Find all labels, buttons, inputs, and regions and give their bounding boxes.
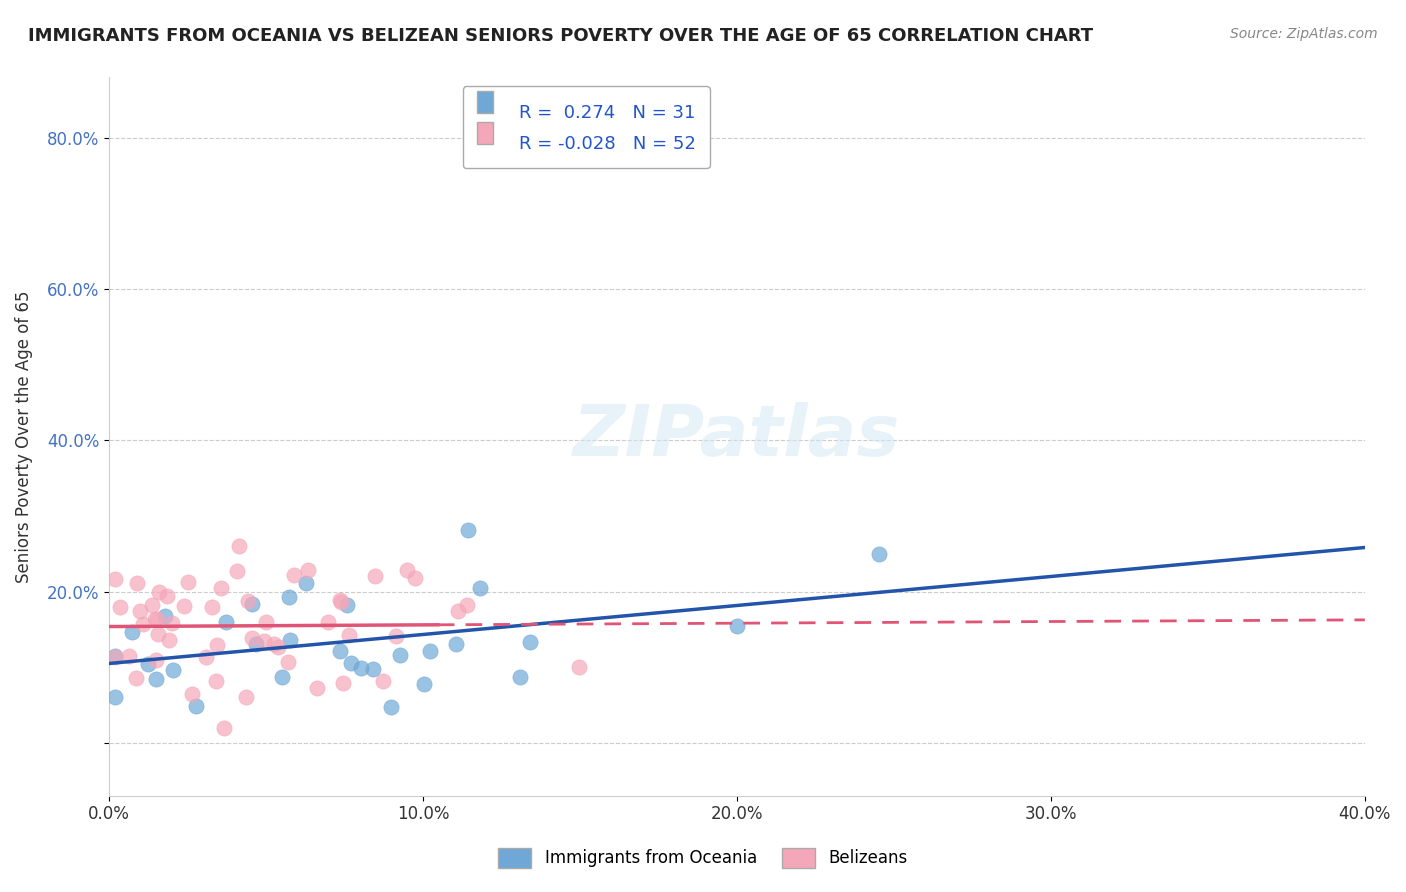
Point	[201, 599, 224, 614]
Point	[148, 585, 170, 599]
Point	[336, 598, 359, 612]
Point	[396, 563, 419, 577]
Point	[278, 590, 301, 604]
Point	[162, 663, 184, 677]
Point	[245, 637, 267, 651]
Point	[180, 687, 202, 701]
Point	[228, 539, 250, 553]
Point	[263, 637, 285, 651]
Point	[184, 698, 207, 713]
Point	[380, 699, 402, 714]
Point	[329, 595, 352, 609]
Point	[125, 671, 148, 685]
Point	[456, 599, 478, 613]
Point	[297, 563, 319, 577]
Point	[519, 635, 541, 649]
Point	[157, 633, 180, 648]
Point	[207, 638, 229, 652]
Point	[337, 628, 360, 642]
Point	[568, 659, 591, 673]
Point	[254, 615, 277, 629]
Point	[204, 674, 226, 689]
Legend: R =  0.274   N = 31, R = -0.028   N = 52: R = 0.274 N = 31, R = -0.028 N = 52	[463, 87, 710, 169]
Point	[141, 598, 163, 612]
Point	[373, 674, 395, 689]
Point	[173, 599, 195, 614]
Point	[104, 690, 127, 704]
Point	[283, 568, 305, 582]
Point	[240, 632, 263, 646]
Point	[226, 564, 249, 578]
Point	[240, 598, 263, 612]
Point	[419, 644, 441, 658]
Point	[294, 576, 316, 591]
Legend: Immigrants from Oceania, Belizeans: Immigrants from Oceania, Belizeans	[492, 841, 914, 875]
Point	[160, 616, 183, 631]
Y-axis label: Seniors Poverty Over the Age of 65: Seniors Poverty Over the Age of 65	[15, 291, 32, 582]
Point	[363, 568, 385, 582]
Point	[457, 523, 479, 537]
Point	[117, 648, 139, 663]
Point	[143, 612, 166, 626]
Point	[235, 690, 257, 705]
Point	[104, 649, 127, 664]
Point	[307, 681, 329, 695]
Point	[132, 617, 155, 632]
Point	[339, 657, 361, 671]
Text: Source: ZipAtlas.com: Source: ZipAtlas.com	[1230, 27, 1378, 41]
Point	[868, 548, 890, 562]
Text: IMMIGRANTS FROM OCEANIA VS BELIZEAN SENIORS POVERTY OVER THE AGE OF 65 CORRELATI: IMMIGRANTS FROM OCEANIA VS BELIZEAN SENI…	[28, 27, 1094, 45]
Point	[212, 721, 235, 735]
Point	[146, 612, 169, 626]
Point	[148, 626, 170, 640]
Point	[266, 640, 288, 654]
Point	[136, 657, 159, 671]
Point	[447, 604, 470, 618]
Point	[385, 629, 408, 643]
Point	[509, 670, 531, 684]
Point	[253, 634, 276, 648]
Point	[404, 571, 426, 585]
Point	[108, 599, 131, 614]
Point	[215, 615, 238, 630]
Point	[278, 633, 301, 648]
Point	[153, 609, 176, 624]
Point	[316, 615, 339, 629]
Point	[129, 604, 152, 618]
Point	[413, 677, 436, 691]
Point	[145, 653, 167, 667]
Point	[388, 648, 411, 662]
Point	[277, 656, 299, 670]
Point	[209, 581, 232, 595]
Point	[444, 638, 467, 652]
Text: ZIPatlas: ZIPatlas	[574, 402, 901, 471]
Point	[350, 661, 373, 675]
Point	[238, 594, 260, 608]
Point	[329, 593, 352, 607]
Point	[468, 581, 491, 595]
Point	[121, 625, 143, 640]
Point	[156, 590, 179, 604]
Point	[104, 649, 127, 664]
Point	[332, 675, 354, 690]
Point	[271, 670, 294, 684]
Point	[145, 672, 167, 686]
Point	[177, 574, 200, 589]
Point	[361, 662, 384, 676]
Point	[125, 576, 148, 591]
Point	[329, 644, 352, 658]
Point	[725, 619, 748, 633]
Point	[195, 650, 218, 665]
Point	[104, 572, 127, 586]
